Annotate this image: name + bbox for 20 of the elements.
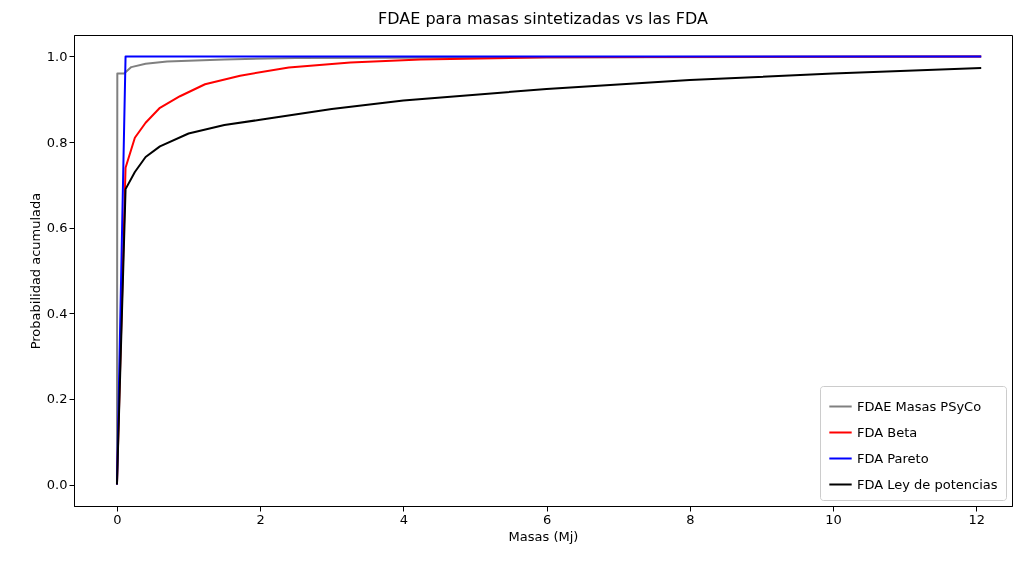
y-tick-label: 0.2 bbox=[46, 391, 68, 407]
y-axis-title: Probabilidad acumulada bbox=[27, 192, 43, 350]
x-tick-label: 10 bbox=[825, 511, 842, 527]
x-tick-label: 8 bbox=[686, 511, 695, 527]
legend-label: FDA Ley de potencias bbox=[857, 476, 998, 492]
legend-label: FDA Beta bbox=[857, 424, 918, 440]
y-tick-label: 0.6 bbox=[46, 220, 68, 236]
x-tick-label: 6 bbox=[542, 511, 552, 527]
legend-label: FDA Pareto bbox=[857, 450, 929, 466]
y-tick-label: 0.8 bbox=[46, 134, 68, 150]
x-tick-label: 2 bbox=[256, 511, 265, 527]
y-tick-label: 0.4 bbox=[46, 305, 68, 321]
legend-label: FDAE Masas PSyCo bbox=[857, 398, 982, 414]
x-tick-label: 12 bbox=[968, 511, 985, 527]
x-tick-label: 0 bbox=[113, 511, 122, 527]
y-tick-label: 1.0 bbox=[46, 48, 68, 64]
chart-title: FDAE para masas sintetizadas vs las FDA bbox=[378, 9, 708, 28]
x-tick-label: 4 bbox=[399, 511, 409, 527]
y-tick-label: 0.0 bbox=[46, 477, 68, 493]
x-axis-title: Masas (Mj) bbox=[508, 528, 579, 544]
